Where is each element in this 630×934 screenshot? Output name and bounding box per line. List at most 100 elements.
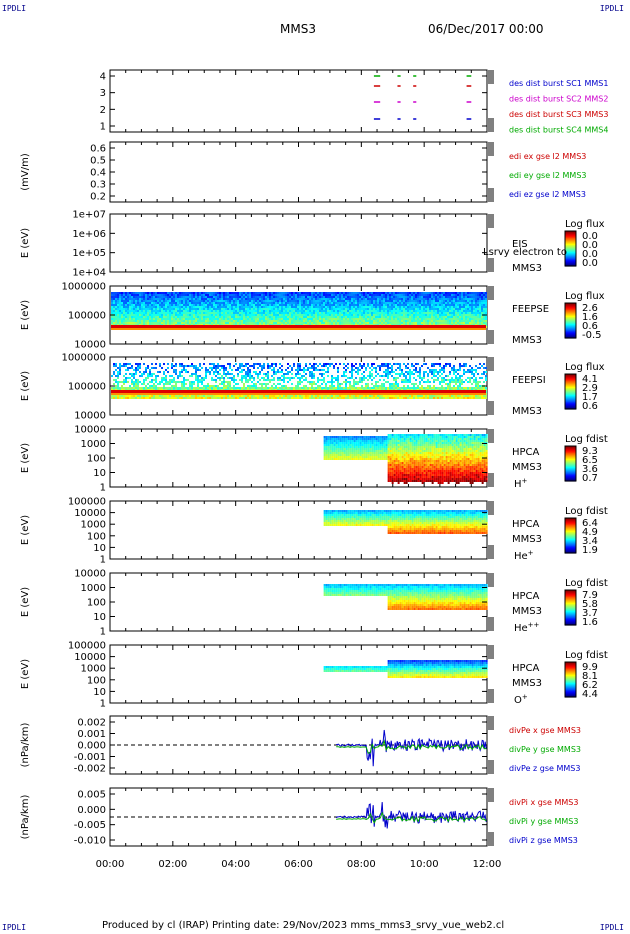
p4-heat-cell bbox=[415, 322, 417, 324]
p4-heat-cell bbox=[223, 316, 225, 318]
p4-heat-cell bbox=[245, 300, 247, 302]
p4-heat-cell bbox=[367, 306, 369, 308]
p4-heat-cell bbox=[231, 310, 233, 312]
p5-heat-cell bbox=[257, 395, 259, 397]
p4-heat-cell bbox=[405, 310, 407, 312]
p4-heat-cell bbox=[293, 312, 295, 314]
p4-heat-cell bbox=[257, 314, 259, 316]
p4-heat-cell bbox=[181, 310, 183, 312]
p4-heat-cell bbox=[227, 318, 229, 320]
p4-heat-cell bbox=[119, 322, 121, 324]
p4-heat-cell bbox=[419, 310, 421, 312]
p4-heat-cell bbox=[207, 316, 209, 318]
p4-heat-cell bbox=[377, 294, 379, 296]
p4-heat-cell bbox=[129, 320, 131, 322]
p4-heat-cell bbox=[229, 294, 231, 296]
p4-heat-cell bbox=[127, 304, 129, 306]
p3-ylabel: E (eV) bbox=[20, 228, 31, 258]
p4-heat-cell bbox=[281, 300, 283, 302]
p5-heat-cell bbox=[213, 367, 215, 369]
p4-heat-cell bbox=[197, 322, 199, 324]
p4-heat-cell bbox=[405, 298, 407, 300]
p4-heat-cell bbox=[483, 306, 485, 308]
p4-heat-cell bbox=[223, 320, 225, 322]
p4-heat-cell bbox=[157, 316, 159, 318]
p4-heat-cell bbox=[243, 296, 245, 298]
p4-heat-cell bbox=[345, 314, 347, 316]
p4-heat-cell bbox=[251, 322, 253, 324]
p5-heat-cell bbox=[117, 373, 119, 375]
p4-heat-cell bbox=[153, 310, 155, 312]
p4-heat-cell bbox=[111, 294, 113, 296]
p5-heat-cell bbox=[121, 365, 123, 367]
p4-heat-cell bbox=[235, 302, 237, 304]
p4-heat-cell bbox=[177, 298, 179, 300]
p4-heat-cell bbox=[331, 302, 333, 304]
p4-heat-cell bbox=[445, 296, 447, 298]
p4-heat-cell bbox=[209, 308, 211, 310]
p4-heat-cell bbox=[483, 300, 485, 302]
p5-heat-cell bbox=[125, 387, 127, 389]
p4-heat-cell bbox=[439, 300, 441, 302]
p5-heat-cell bbox=[121, 397, 123, 399]
p5-heat-cell bbox=[229, 381, 231, 383]
p4-heat-cell bbox=[437, 312, 439, 314]
p4-heat-cell bbox=[213, 294, 215, 296]
p4-heat-cell bbox=[145, 306, 147, 308]
p4-heat-cell bbox=[129, 312, 131, 314]
p4-heat-cell bbox=[465, 304, 467, 306]
p5-heat-cell bbox=[241, 375, 243, 377]
p4-heat-cell bbox=[445, 302, 447, 304]
p4-heat-cell bbox=[209, 300, 211, 302]
p4-heat-cell bbox=[261, 298, 263, 300]
p4-heat-cell bbox=[315, 316, 317, 318]
p4-heat-cell bbox=[113, 308, 115, 310]
p4-heat-cell bbox=[231, 302, 233, 304]
p4-heat-cell bbox=[189, 318, 191, 320]
p5-heat-cell bbox=[295, 385, 297, 387]
p4-heat-cell bbox=[229, 318, 231, 320]
p5-heat-cell bbox=[129, 373, 131, 375]
p4-heat-cell bbox=[291, 306, 293, 308]
p4-heat-cell bbox=[375, 302, 377, 304]
p4-heat-cell bbox=[187, 322, 189, 324]
p4-heat-cell bbox=[117, 298, 119, 300]
p4-heat-cell bbox=[417, 308, 419, 310]
p4-heat-cell bbox=[391, 312, 393, 314]
p4-heat-cell bbox=[483, 308, 485, 310]
p4-heat-cell bbox=[465, 316, 467, 318]
p4-heat-cell bbox=[425, 296, 427, 298]
p5-heat-cell bbox=[273, 371, 275, 373]
p4-heat-cell bbox=[191, 292, 193, 294]
p4-heat-cell bbox=[313, 320, 315, 322]
p4-heat-cell bbox=[179, 308, 181, 310]
p5-heat-cell bbox=[281, 379, 283, 381]
p4-heat-cell bbox=[449, 308, 451, 310]
p4-heat-cell bbox=[365, 296, 367, 298]
p4-heat-cell bbox=[263, 316, 265, 318]
p4-heat-cell bbox=[279, 302, 281, 304]
p4-heat-cell bbox=[145, 312, 147, 314]
p4-heat-cell bbox=[475, 316, 477, 318]
p4-heat-cell bbox=[451, 298, 453, 300]
p4-heat-cell bbox=[457, 318, 459, 320]
p4-heat-cell bbox=[303, 322, 305, 324]
p5-heat-cell bbox=[293, 365, 295, 367]
p5-heat-cell bbox=[247, 387, 249, 389]
p4-heat-cell bbox=[393, 310, 395, 312]
p4-heat-cell bbox=[447, 292, 449, 294]
p5-heat-cell bbox=[161, 381, 163, 383]
p4-heat-cell bbox=[115, 302, 117, 304]
p4-heat-cell bbox=[189, 300, 191, 302]
p5-heat-cell bbox=[233, 377, 235, 379]
p4-heat-cell bbox=[317, 300, 319, 302]
p5-heat-cell bbox=[233, 387, 235, 389]
p4-heat-cell bbox=[243, 304, 245, 306]
p4-heat-cell bbox=[261, 312, 263, 314]
p4-heat-cell bbox=[159, 294, 161, 296]
p4-heat-cell bbox=[115, 314, 117, 316]
p4-heat-cell bbox=[283, 292, 285, 294]
p4-heat-cell bbox=[181, 316, 183, 318]
p4-heat-cell bbox=[463, 318, 465, 320]
p4-heat-cell bbox=[211, 294, 213, 296]
